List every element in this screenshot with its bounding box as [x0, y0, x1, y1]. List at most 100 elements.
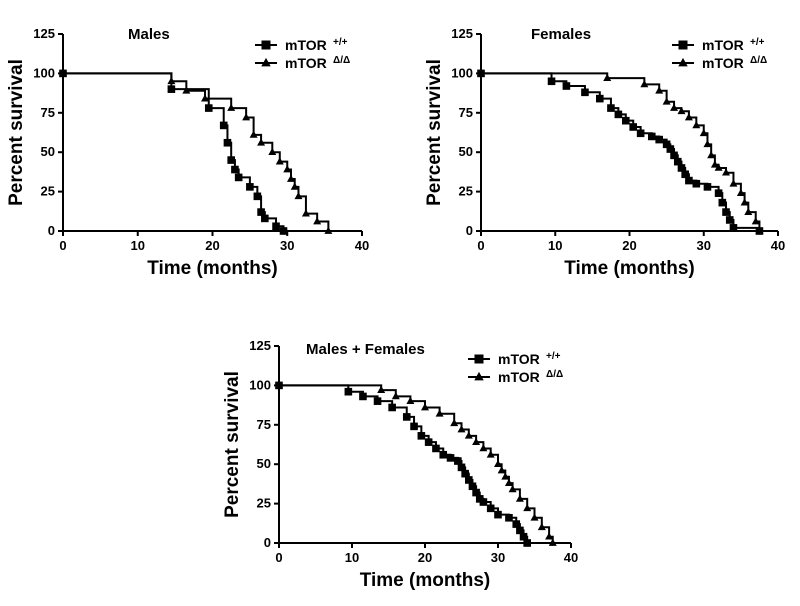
data-point	[501, 472, 510, 480]
y-tick-label: 0	[48, 223, 55, 238]
data-point	[486, 504, 495, 513]
series-line	[481, 72, 761, 231]
data-point	[253, 192, 262, 201]
data-point	[344, 387, 353, 396]
data-point	[692, 121, 701, 129]
data-point	[647, 132, 656, 141]
data-point	[257, 208, 265, 216]
data-point	[722, 168, 731, 176]
data-point	[167, 76, 176, 85]
data-point	[614, 110, 623, 119]
series-line	[279, 384, 529, 543]
chart-title: Males	[128, 26, 170, 43]
legend-superscript: +/+	[546, 351, 561, 362]
data-point	[744, 207, 753, 215]
x-tick-label: 40	[355, 238, 369, 253]
series-wild-type	[59, 69, 288, 235]
data-point	[722, 208, 730, 216]
legend-label: mTOR	[702, 37, 744, 53]
data-point	[388, 403, 396, 412]
y-tick-label: 75	[459, 105, 473, 120]
data-point	[681, 170, 689, 179]
x-tick-label: 0	[275, 550, 282, 565]
y-tick-label: 25	[41, 184, 55, 199]
data-point	[286, 174, 295, 182]
series-knockout	[59, 69, 333, 234]
data-point	[182, 86, 191, 94]
x-tick-label: 0	[59, 238, 66, 253]
data-point	[515, 494, 524, 502]
data-point	[283, 165, 292, 173]
data-point	[359, 392, 367, 401]
x-tick-label: 30	[280, 238, 294, 253]
x-tick-label: 10	[131, 238, 145, 253]
data-point	[736, 188, 745, 197]
data-point	[242, 113, 251, 121]
data-point	[508, 485, 517, 493]
x-axis-label: Time (months)	[564, 258, 695, 279]
data-point	[670, 151, 678, 160]
x-tick-label: 30	[697, 238, 711, 253]
legend-superscript: +/+	[333, 37, 348, 48]
data-point	[290, 182, 299, 190]
data-point	[751, 217, 760, 225]
y-tick-label: 125	[249, 338, 271, 353]
data-point	[275, 381, 283, 389]
data-point	[603, 73, 612, 81]
data-point	[377, 385, 386, 393]
data-point	[454, 457, 462, 465]
legend-marker	[474, 371, 484, 381]
y-tick-label: 100	[451, 65, 473, 80]
legend-marker	[261, 40, 271, 50]
data-point	[301, 209, 310, 217]
x-tick-label: 20	[205, 238, 219, 253]
data-point	[537, 522, 546, 531]
x-tick-label: 40	[771, 238, 785, 253]
data-point	[432, 444, 440, 453]
y-tick-label: 0	[264, 535, 271, 550]
data-point	[464, 431, 473, 439]
data-point	[406, 396, 415, 405]
data-point	[373, 397, 382, 405]
data-point	[512, 520, 521, 528]
data-point	[234, 173, 243, 182]
legend-entry: mTOR +/+	[672, 37, 765, 53]
data-point	[629, 123, 638, 131]
legend-label: mTOR	[498, 369, 540, 385]
data-point	[497, 466, 506, 474]
data-point	[435, 409, 444, 417]
data-point	[621, 116, 630, 125]
data-point	[227, 103, 236, 111]
series-line	[63, 72, 330, 231]
data-point	[607, 104, 615, 112]
data-point	[718, 198, 727, 207]
data-point	[421, 403, 429, 411]
data-point	[261, 214, 269, 223]
x-tick-label: 40	[564, 550, 578, 565]
data-point	[457, 425, 466, 433]
legend-entry: mTOR Δ/Δ	[672, 55, 767, 71]
data-point	[391, 392, 400, 400]
x-axis-label: Time (months)	[360, 570, 491, 591]
legend-superscript: Δ/Δ	[546, 369, 563, 380]
x-tick-label: 30	[491, 550, 505, 565]
legend-entry: mTOR +/+	[255, 37, 348, 53]
data-point	[246, 183, 254, 191]
legend-marker	[678, 40, 688, 50]
y-axis-label: Percent survival	[6, 59, 27, 206]
data-point	[272, 222, 280, 231]
data-point	[519, 532, 528, 541]
data-point	[703, 139, 712, 148]
y-tick-label: 125	[451, 26, 473, 41]
data-point	[479, 444, 488, 452]
data-point	[707, 150, 716, 159]
data-point	[417, 432, 426, 440]
y-tick-label: 75	[41, 105, 55, 120]
data-point	[472, 488, 480, 497]
data-point	[636, 129, 645, 138]
data-point	[59, 69, 67, 77]
legend-superscript: Δ/Δ	[750, 55, 767, 66]
data-point	[703, 183, 712, 191]
data-point	[472, 437, 481, 445]
